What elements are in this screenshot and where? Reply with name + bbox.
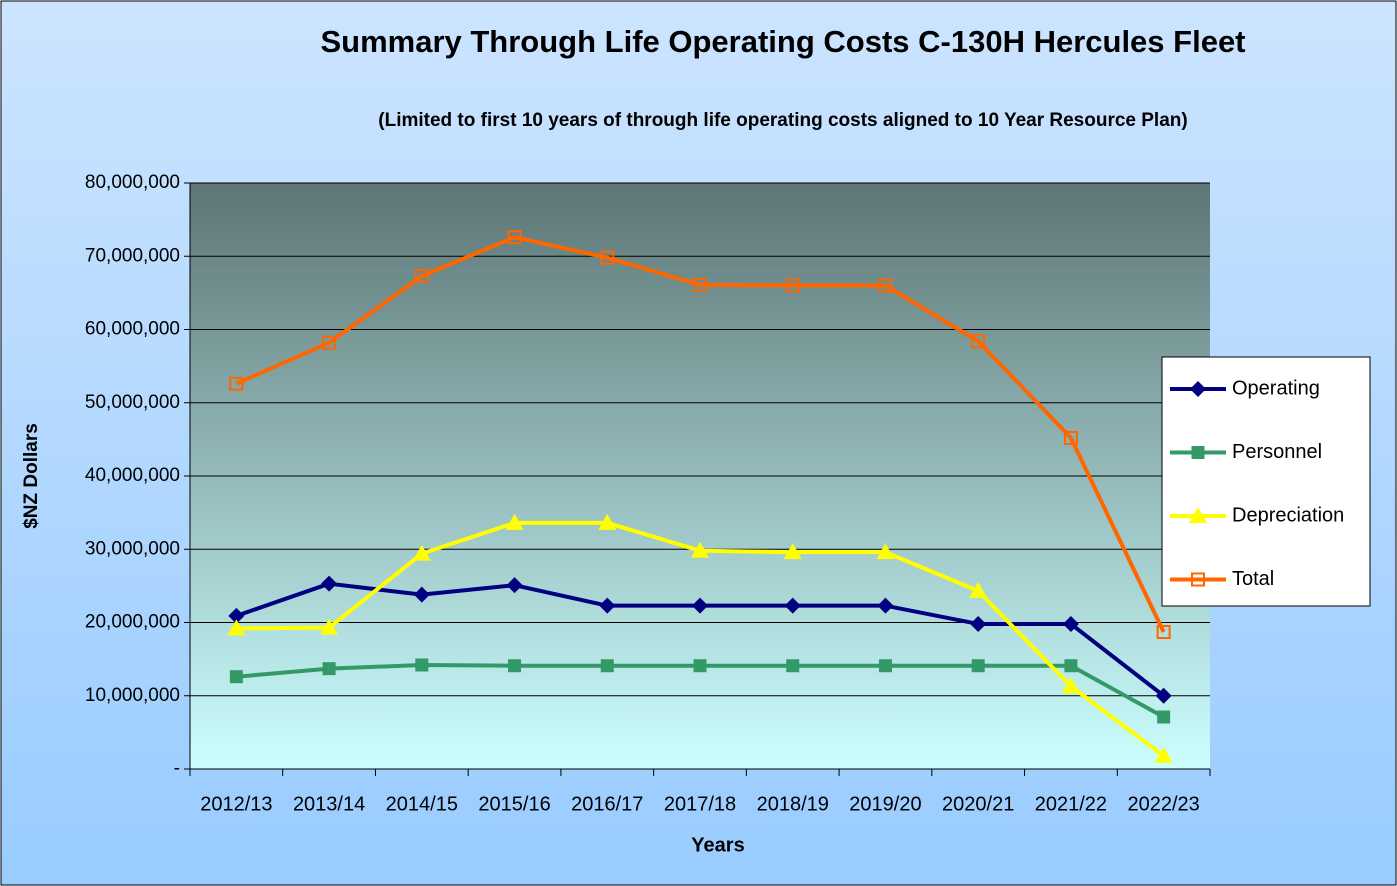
x-tick-label: 2018/19 bbox=[757, 793, 829, 815]
series bbox=[229, 230, 1171, 640]
marker bbox=[1156, 625, 1171, 640]
marker bbox=[507, 230, 522, 245]
marker bbox=[415, 658, 429, 672]
y-tick-label: 60,000,000 bbox=[85, 319, 180, 340]
legend-box bbox=[1161, 356, 1371, 607]
marker bbox=[508, 659, 522, 673]
marker bbox=[599, 597, 616, 614]
marker bbox=[1062, 615, 1079, 632]
y-tick-label: 30,000,000 bbox=[85, 538, 180, 559]
series bbox=[229, 658, 1171, 724]
series-line bbox=[235, 235, 1166, 633]
marker bbox=[970, 615, 987, 632]
marker bbox=[228, 607, 245, 624]
legend-marker bbox=[1191, 572, 1205, 587]
marker bbox=[691, 541, 709, 558]
y-tick-label: - bbox=[174, 758, 180, 779]
x-tick-label: 2019/20 bbox=[849, 793, 921, 815]
marker bbox=[785, 278, 800, 293]
marker bbox=[600, 659, 614, 673]
legend-marker bbox=[1189, 507, 1207, 523]
marker bbox=[414, 269, 429, 284]
legend-label: Operating bbox=[1232, 377, 1320, 399]
marker bbox=[506, 577, 523, 594]
marker bbox=[786, 659, 800, 673]
marker bbox=[876, 543, 895, 560]
marker bbox=[1061, 677, 1080, 694]
x-tick-label: 2013/14 bbox=[293, 793, 365, 815]
marker bbox=[784, 597, 801, 614]
marker bbox=[878, 278, 893, 293]
y-axis-label: $NZ Dollars bbox=[21, 423, 42, 529]
marker bbox=[878, 659, 892, 673]
marker bbox=[1064, 659, 1078, 673]
series bbox=[227, 513, 1173, 763]
marker bbox=[693, 277, 707, 292]
x-tick-label: 2020/21 bbox=[942, 793, 1014, 815]
marker bbox=[1154, 746, 1173, 763]
x-tick-label: 2012/13 bbox=[200, 793, 272, 815]
marker bbox=[971, 659, 985, 673]
x-tick-label: 2021/22 bbox=[1035, 793, 1107, 815]
y-tick-label: 80,000,000 bbox=[85, 172, 180, 193]
marker bbox=[783, 543, 802, 560]
marker bbox=[1157, 710, 1171, 724]
legend-marker bbox=[1191, 446, 1205, 459]
x-tick-label: 2017/18 bbox=[664, 793, 736, 815]
marker bbox=[321, 575, 338, 592]
marker bbox=[322, 662, 336, 676]
marker bbox=[322, 335, 337, 350]
marker bbox=[320, 618, 339, 635]
marker bbox=[412, 544, 431, 561]
marker bbox=[692, 597, 708, 614]
chart-title: Summary Through Life Operating Costs C-1… bbox=[320, 24, 1246, 59]
marker bbox=[969, 582, 988, 599]
x-tick-label: 2014/15 bbox=[386, 793, 458, 815]
legend-label: Personnel bbox=[1232, 441, 1322, 463]
y-tick-label: 40,000,000 bbox=[85, 465, 180, 486]
marker bbox=[598, 513, 617, 530]
x-tick-label: 2022/23 bbox=[1127, 793, 1199, 815]
marker bbox=[505, 513, 524, 530]
y-tick-label: 20,000,000 bbox=[85, 612, 180, 633]
marker bbox=[600, 250, 615, 265]
y-tick-label: 70,000,000 bbox=[85, 245, 180, 266]
legend-label: Total bbox=[1232, 568, 1274, 590]
marker bbox=[971, 334, 986, 349]
chart-subtitle: (Limited to first 10 years of through li… bbox=[378, 110, 1188, 131]
legend-label: Depreciation bbox=[1232, 504, 1344, 526]
marker bbox=[877, 597, 894, 614]
y-tick-label: 50,000,000 bbox=[85, 392, 180, 413]
marker bbox=[693, 659, 707, 673]
marker bbox=[413, 586, 430, 603]
marker bbox=[227, 619, 246, 636]
y-tick-label: 10,000,000 bbox=[85, 685, 180, 706]
marker bbox=[1063, 430, 1078, 445]
legend-marker bbox=[1190, 381, 1206, 397]
marker bbox=[229, 670, 243, 684]
marker bbox=[1155, 687, 1172, 704]
x-tick-label: 2016/17 bbox=[571, 793, 643, 815]
marker bbox=[229, 376, 244, 391]
x-tick-label: 2015/16 bbox=[478, 793, 550, 815]
x-axis-label: Years bbox=[691, 834, 744, 856]
